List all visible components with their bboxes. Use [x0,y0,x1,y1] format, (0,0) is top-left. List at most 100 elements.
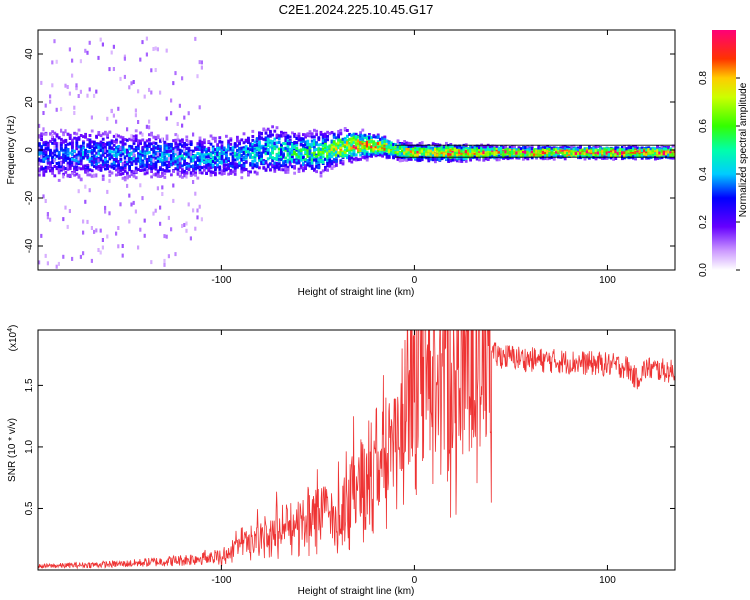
spectrogram-cell [280,150,283,154]
spectrogram-cell [123,176,127,180]
spectrogram-cell [101,132,105,136]
spectrogram-cell [387,152,391,155]
spectrogram-cell [350,133,354,137]
spectrogram-cell [264,147,268,151]
spectrogram-cell [603,152,607,156]
spectrogram-cell [348,159,351,163]
spectrogram-noise-cell [82,251,85,256]
spectrogram-cell [636,152,640,156]
spectrogram-cell [128,147,131,151]
spectrogram-noise-cell [115,231,118,236]
spectrogram-cell [282,134,285,138]
spectrogram-cell [482,153,486,157]
spectrogram-cell [205,150,208,154]
spectrogram-cell [95,134,98,138]
spectrogram-cell [326,164,329,168]
spectrogram-cell [519,150,523,154]
spectrogram-cell [86,150,90,154]
spectrogram-cell [264,141,268,145]
spectrogram-cell [348,154,351,158]
spectrogram-cell [218,155,222,159]
spectrogram-cell [104,158,107,162]
spectrogram-cell [436,153,439,157]
spectrogram-cell [178,148,182,152]
spectrogram-cell [561,149,565,153]
spectrogram-cell [308,130,312,134]
spectrogram-noise-cell [51,83,54,88]
spectrogram-cell [517,150,521,154]
spectrogram-cell [159,145,162,149]
spectrogram-cell [104,160,107,164]
spectrogram-cell [396,145,400,149]
spectrogram-cell [141,159,145,163]
spectrogram-cell [181,140,184,144]
spectrogram-cell [581,151,585,155]
spectrogram-cell [414,154,417,158]
spectrogram-cell [163,140,167,144]
spectrogram-cell [321,139,325,143]
spectrogram-cell [185,152,189,156]
spectrogram-cell [152,153,156,157]
spectrogram-noise-cell [90,115,93,120]
spectrogram-cell [174,152,178,156]
spectrogram-cell [539,149,543,153]
spectrogram-cell [196,158,200,162]
spectrogram-cell [566,146,569,150]
spectrogram-cell [117,145,120,148]
spectrogram-cell [515,148,519,152]
spectrogram-cell [392,151,395,155]
spectrogram-cell [73,131,76,135]
spectrogram-cell [462,145,466,149]
spectrogram-cell [348,157,351,160]
spectrogram-cell [504,150,508,154]
spectrogram-cell [57,171,61,175]
spectrogram-cell [346,144,349,148]
spectrogram-cell [244,168,248,171]
spectrogram-cell [416,147,420,151]
spectrogram-cell [623,145,626,149]
spectrogram-cell [357,142,360,146]
spectrogram-cell [302,133,305,137]
spectrogram-cell [277,134,281,138]
spectrogram-noise-cell [40,233,43,238]
spectrogram-cell [216,146,219,150]
spectrogram-cell [319,132,323,136]
spectrogram-cell [176,170,180,174]
spectrogram-cell [517,146,521,150]
spectrogram-cell [337,154,340,158]
spectrogram-cell [381,142,384,145]
spectrogram-cell [236,155,239,159]
spectrogram-cell [251,138,255,142]
spectrogram-cell [123,156,127,160]
spectrogram-cell [60,167,63,171]
spectrogram-cell [77,174,81,178]
spectrogram-cell [249,155,252,159]
spectrogram-cell [115,157,118,161]
spectrogram-cell [508,154,512,158]
spectrogram-cell [141,146,145,149]
spectrogram-cell [60,165,63,169]
spectrogram-noise-cell [73,161,76,166]
spectrogram-noise-cell [99,228,102,233]
spectrogram-cell [321,147,325,151]
spectrogram-cell [431,146,435,150]
spectrogram-cell [44,151,48,154]
spectrogram-cell [442,146,446,150]
spectrogram-cell [502,150,505,154]
spectrogram-cell [306,146,310,150]
spectrogram-cell [233,154,237,158]
spectrogram-cell [209,166,213,170]
spectrogram-cell [304,164,307,168]
spectrogram-cell [38,151,41,155]
spectrogram-cell [291,146,294,150]
spectrogram-cell [130,161,134,165]
spectrogram-noise-cell [86,50,89,55]
spectrogram-noise-cell [93,229,96,234]
spectrogram-cell [297,159,301,163]
spectrogram-cell [240,150,244,154]
spectrogram-noise-cell [108,211,111,216]
spectrogram-cell [304,135,307,139]
spectrogram-cell [247,139,250,143]
spectrogram-noise-cell [156,186,159,191]
spectrogram-cell [348,132,351,136]
